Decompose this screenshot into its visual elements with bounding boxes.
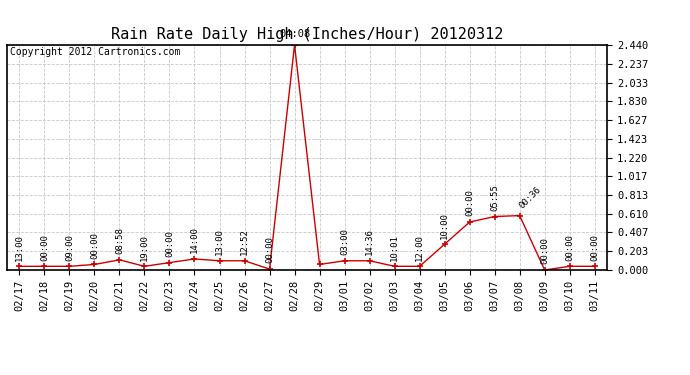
Text: 00:00: 00:00 <box>165 230 174 257</box>
Text: 00:00: 00:00 <box>540 237 549 264</box>
Text: 08:58: 08:58 <box>115 227 124 254</box>
Text: 00:00: 00:00 <box>590 234 599 261</box>
Text: 00:36: 00:36 <box>518 184 542 210</box>
Text: 10:00: 10:00 <box>440 211 449 238</box>
Text: 00:00: 00:00 <box>265 237 274 264</box>
Text: 12:00: 12:00 <box>415 234 424 261</box>
Text: 04:08: 04:08 <box>279 29 310 39</box>
Title: Rain Rate Daily High (Inches/Hour) 20120312: Rain Rate Daily High (Inches/Hour) 20120… <box>111 27 503 42</box>
Text: 03:00: 03:00 <box>340 228 349 255</box>
Text: 00:00: 00:00 <box>90 232 99 259</box>
Text: 10:01: 10:01 <box>390 234 399 261</box>
Text: 19:00: 19:00 <box>140 234 149 261</box>
Text: 13:00: 13:00 <box>15 234 24 261</box>
Text: 09:00: 09:00 <box>65 234 74 261</box>
Text: 14:36: 14:36 <box>365 228 374 255</box>
Text: 00:00: 00:00 <box>40 234 49 261</box>
Text: Copyright 2012 Cartronics.com: Copyright 2012 Cartronics.com <box>10 47 180 57</box>
Text: 12:52: 12:52 <box>240 228 249 255</box>
Text: 13:00: 13:00 <box>215 228 224 255</box>
Text: 05:55: 05:55 <box>490 184 499 211</box>
Text: 14:00: 14:00 <box>190 226 199 253</box>
Text: 00:00: 00:00 <box>565 234 574 261</box>
Text: 00:00: 00:00 <box>465 189 474 216</box>
